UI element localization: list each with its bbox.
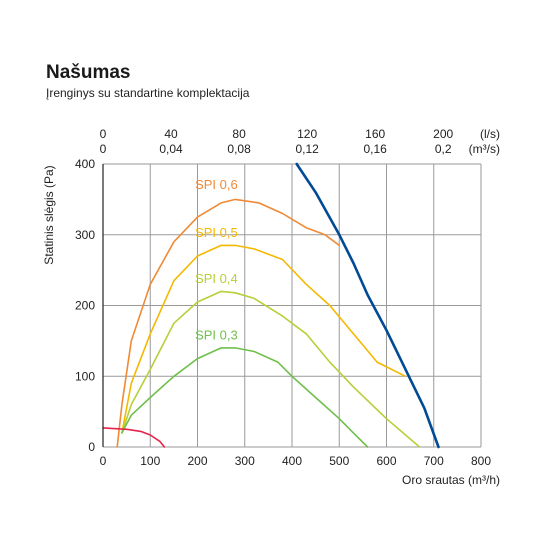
y-tick-label: 100 [75,369,95,383]
series-layer [102,162,440,449]
top-tick-label-m3s: 0,04 [159,142,183,156]
x-tick-label: 500 [329,454,349,468]
top-tick-labels: 0 40 80 120 160 200 0 0,04 0,08 0,12 0,16 0,2 (l/s)(… [100,127,500,156]
top-tick-label-ls: 40 [164,127,178,141]
y-tick-label: 300 [75,228,95,242]
series-line-spi03 [121,347,369,448]
x-tick-label: 400 [282,454,302,468]
x-tick-label: 700 [424,454,444,468]
series-line-red [102,427,166,448]
top-tick-label-m3s: 0,08 [227,142,251,156]
grid-lines [103,163,482,448]
x-tick-label: 300 [235,454,255,468]
series-label-spi03: SPI 0,3 [195,327,238,342]
y-axis-label: Statinis slėgis (Pa) [42,165,56,264]
y-tick-labels: 0 100 200 300 400 [75,157,95,454]
top-tick-label-ls: 120 [297,127,317,141]
x-tick-label: 0 [100,454,107,468]
y-tick-label: 200 [75,299,95,313]
series-labels: SPI 0,6 SPI 0,5 SPI 0,4 SPI 0,3 [195,177,238,343]
top-unit-ls: (l/s) [480,127,500,141]
top-tick-label-ls: 160 [365,127,385,141]
top-tick-label-ls: 200 [433,127,453,141]
top-tick-label-ls: 80 [232,127,246,141]
top-unit-m3s: (m³/s) [469,142,500,156]
series-line-spi05 [121,244,407,434]
series-label-spi06: SPI 0,6 [195,177,238,192]
top-tick-label-ls: 0 [100,127,107,141]
series-label-spi04: SPI 0,4 [195,271,238,286]
page-subtitle: Įrenginys su standartine komplektacija [46,86,250,100]
y-tick-label: 400 [75,157,95,171]
top-tick-label-m3s: 0,2 [435,142,452,156]
series-label-spi05: SPI 0,5 [195,225,238,240]
y-tick-label: 0 [88,440,95,454]
series-line-fan [295,162,440,449]
top-tick-label-m3s: 0,12 [295,142,319,156]
x-tick-label: 800 [471,454,491,468]
x-tick-label: 100 [140,454,160,468]
series-line-spi06 [116,198,341,448]
page-title: Našumas [46,62,131,83]
x-axis-label: Oro srautas (m³/h) [402,473,500,487]
series-line-spi04 [121,290,421,448]
top-tick-label-m3s: 0 [100,142,107,156]
top-tick-label-m3s: 0,16 [363,142,387,156]
x-tick-label: 600 [376,454,396,468]
x-tick-label: 200 [187,454,207,468]
x-tick-labels: 0 100 200 300 400 500 600 700 800 [100,454,492,468]
